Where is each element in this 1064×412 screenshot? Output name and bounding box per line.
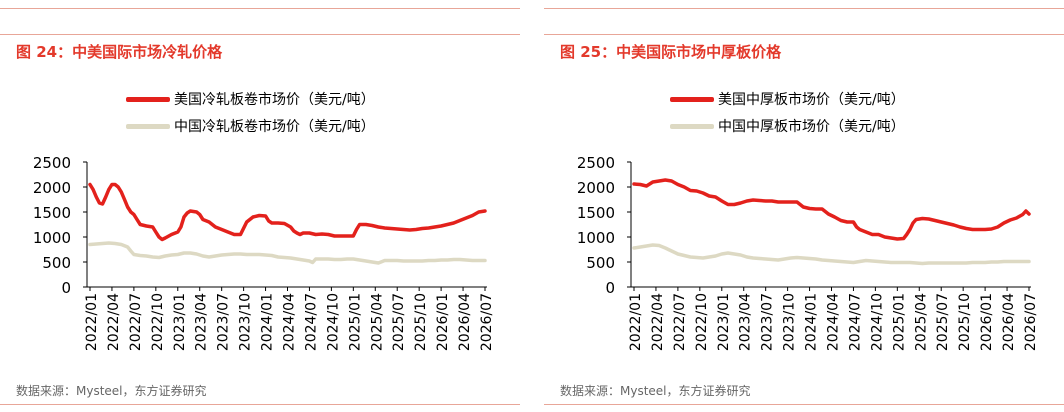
- title-divider: [544, 34, 1064, 35]
- x-tick-label: 2024/07: [303, 293, 319, 351]
- x-tick-label: 2025/04: [369, 293, 385, 351]
- x-tick-label: 2023/04: [194, 293, 210, 351]
- y-tick-label: 1000: [577, 229, 615, 247]
- y-tick-label: 1500: [577, 204, 615, 222]
- legend-item-us: 美国冷轧板卷市场价（美元/吨）: [126, 89, 375, 109]
- series-line-cn: [632, 243, 1031, 266]
- x-tick-label: 2026/04: [1001, 293, 1017, 351]
- source-note: 数据来源：Mysteel，东方证券研究: [16, 384, 207, 398]
- x-tick-label: 2023/01: [716, 293, 732, 351]
- legend-item-cn: 中国中厚板市场价（美元/吨）: [670, 116, 905, 136]
- x-tick-label: 2022/07: [672, 293, 688, 351]
- y-tick-label: 500: [586, 254, 615, 272]
- x-tick-label: 2024/04: [826, 293, 842, 351]
- x-tick-label: 2025/01: [347, 293, 363, 351]
- x-tick-label: 2025/10: [413, 293, 429, 351]
- x-tick-label: 2026/04: [457, 293, 473, 351]
- x-tick-label: 2026/01: [979, 293, 995, 351]
- y-tick-label: 2000: [33, 179, 71, 197]
- legend-item-us: 美国中厚板市场价（美元/吨）: [670, 89, 905, 109]
- series-line-us: [632, 178, 1031, 241]
- x-tick-label: 2024/10: [869, 293, 885, 351]
- series-line-us: [88, 182, 487, 242]
- x-tick-label: 2026/01: [435, 293, 451, 351]
- x-tick-label: 2022/01: [628, 293, 644, 351]
- y-tick-label: 1500: [33, 204, 71, 222]
- bottom-divider: [544, 404, 1064, 405]
- legend-label-cn: 中国中厚板市场价（美元/吨）: [718, 119, 905, 135]
- chart-panel-cold-rolled: 图 24：中美国际市场冷轧价格 美国冷轧板卷市场价（美元/吨） 中国冷轧板卷市场…: [0, 0, 520, 412]
- x-tick-label: 2024/10: [325, 293, 341, 351]
- top-divider: [544, 8, 1064, 9]
- y-tick-label: 2500: [33, 154, 71, 172]
- legend-label-cn: 中国冷轧板卷市场价（美元/吨）: [174, 119, 375, 135]
- x-tick-label: 2026/07: [1023, 293, 1039, 351]
- x-tick-label: 2022/04: [106, 293, 122, 351]
- legend-swatch-cn: [670, 123, 714, 129]
- line-chart: 2500 2000 1500 1000 500 0 2022/01 2022/04 2022/0…: [577, 154, 1039, 351]
- legend-swatch-us: [670, 96, 714, 102]
- x-tick-label: 2022/10: [694, 293, 710, 351]
- series-line-cn: [88, 241, 487, 265]
- x-tick-label: 2025/04: [913, 293, 929, 351]
- x-tick-label: 2025/07: [391, 293, 407, 351]
- x-tick-label: 2023/07: [216, 293, 232, 351]
- legend-item-cn: 中国冷轧板卷市场价（美元/吨）: [126, 116, 375, 136]
- source-note: 数据来源：Mysteel，东方证券研究: [560, 384, 751, 398]
- figure-title: 图 24：中美国际市场冷轧价格: [16, 43, 223, 61]
- y-tick-label: 2500: [577, 154, 615, 172]
- y-tick-label: 2000: [577, 179, 615, 197]
- x-tick-label: 2024/07: [847, 293, 863, 351]
- x-tick-label: 2022/10: [150, 293, 166, 351]
- x-tick-label: 2023/01: [172, 293, 188, 351]
- top-divider: [0, 8, 520, 9]
- x-tick-label: 2025/10: [957, 293, 973, 351]
- bottom-divider: [0, 404, 520, 405]
- title-divider: [0, 34, 520, 35]
- x-tick-label: 2025/01: [891, 293, 907, 351]
- figure-title: 图 25：中美国际市场中厚板价格: [560, 43, 782, 61]
- x-tick-label: 2024/04: [282, 293, 298, 351]
- legend-swatch-cn: [126, 123, 170, 129]
- x-tick-label: 2024/01: [260, 293, 276, 351]
- line-chart: 2500 2000 1500 1000 500 0 2022/01 2022/04 2022/0…: [33, 154, 495, 351]
- x-tick-label: 2022/04: [650, 293, 666, 351]
- legend-swatch-us: [126, 96, 170, 102]
- legend-label-us: 美国中厚板市场价（美元/吨）: [718, 92, 905, 108]
- chart-panel-medium-plate: 图 25：中美国际市场中厚板价格 美国中厚板市场价（美元/吨） 中国中厚板市场价…: [544, 0, 1064, 412]
- x-tick-label: 2022/07: [128, 293, 144, 351]
- y-tick-label: 0: [61, 279, 71, 297]
- legend-label-us: 美国冷轧板卷市场价（美元/吨）: [174, 92, 375, 108]
- y-tick-label: 500: [42, 254, 71, 272]
- x-tick-label: 2023/07: [760, 293, 776, 351]
- y-tick-label: 1000: [33, 229, 71, 247]
- x-tick-label: 2025/07: [935, 293, 951, 351]
- x-tick-label: 2023/10: [238, 293, 254, 351]
- x-tick-label: 2024/01: [804, 293, 820, 351]
- x-tick-label: 2023/04: [738, 293, 754, 351]
- x-tick-label: 2026/07: [479, 293, 495, 351]
- x-tick-label: 2022/01: [84, 293, 100, 351]
- y-tick-label: 0: [605, 279, 615, 297]
- x-tick-label: 2023/10: [782, 293, 798, 351]
